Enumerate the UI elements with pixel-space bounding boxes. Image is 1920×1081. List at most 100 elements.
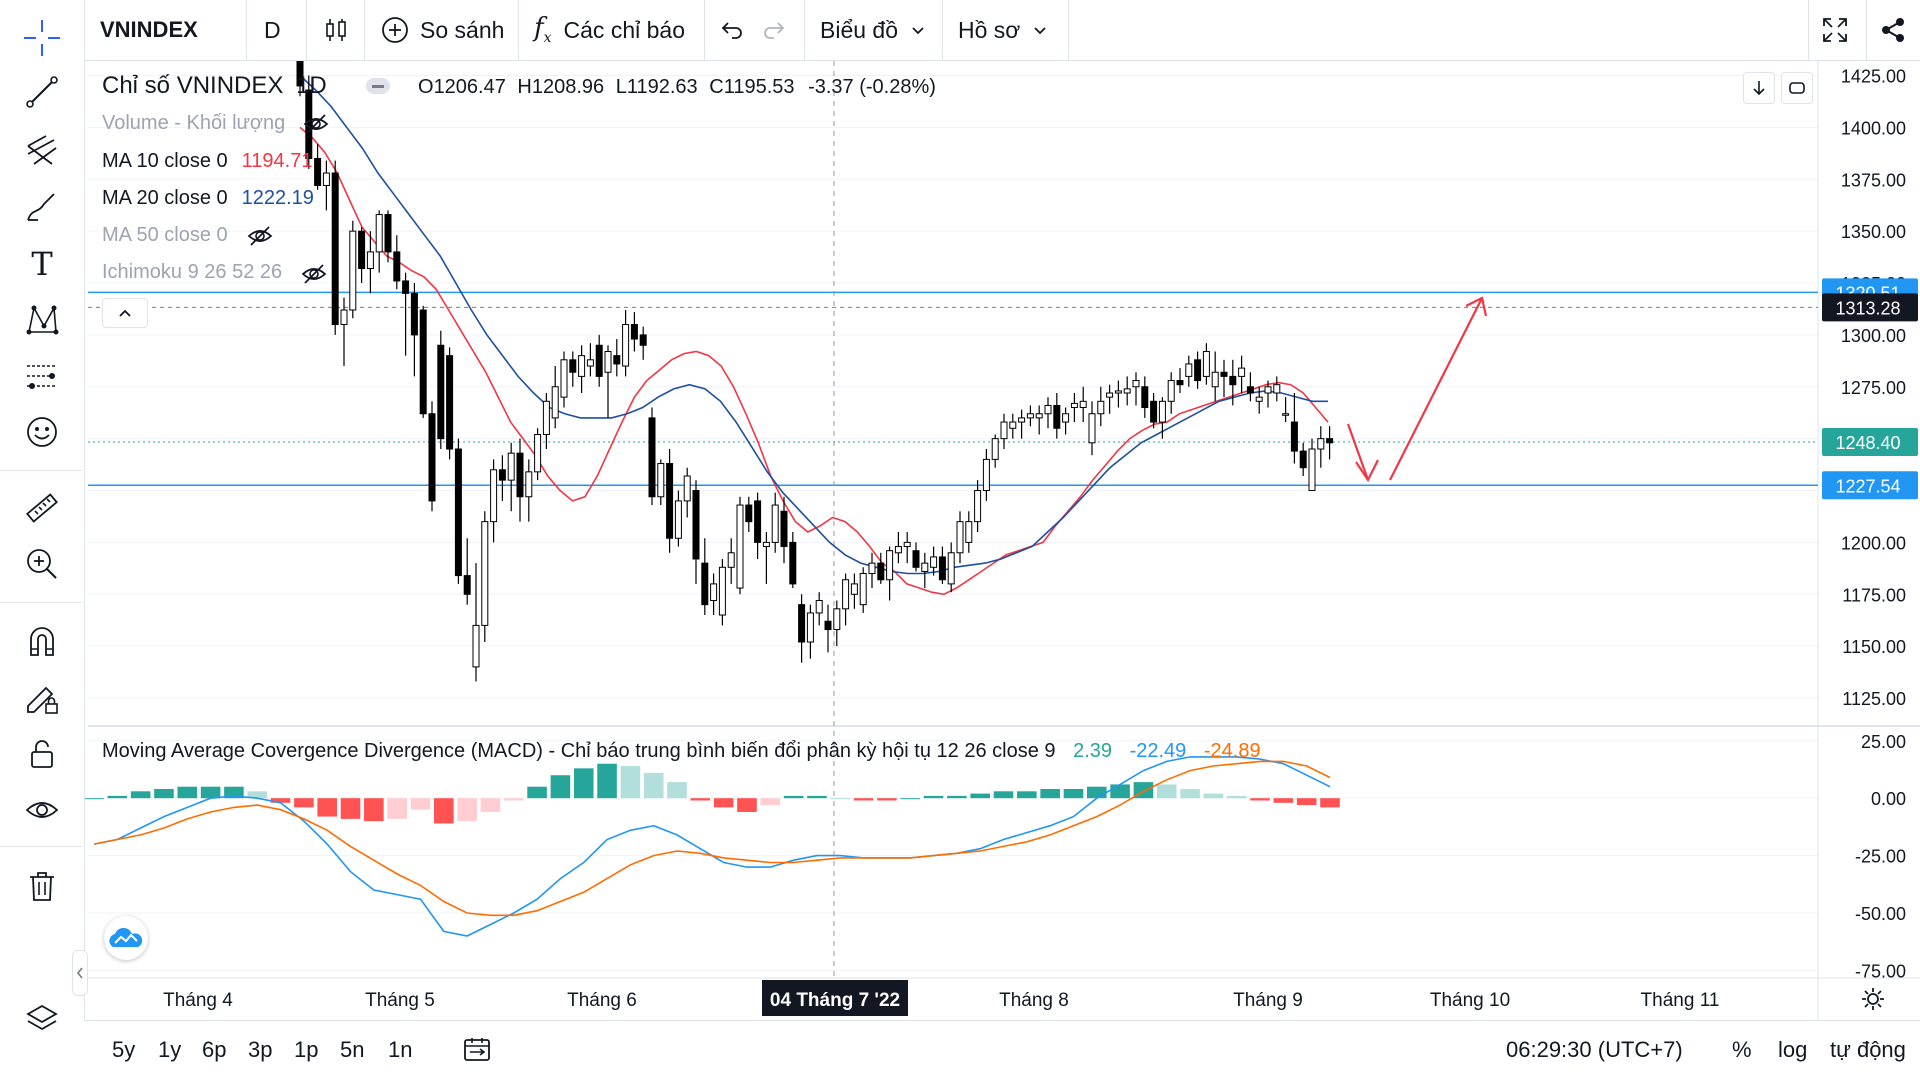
auto-toggle[interactable]: tự động bbox=[1830, 1030, 1906, 1070]
range-button-1n[interactable]: 1n bbox=[388, 1030, 412, 1070]
candle bbox=[1246, 372, 1254, 402]
undo-button[interactable] bbox=[718, 0, 746, 60]
eye-off-icon[interactable] bbox=[302, 112, 330, 136]
range-button-5y[interactable]: 5y bbox=[112, 1030, 135, 1070]
collapse-toolbar-button[interactable] bbox=[72, 950, 88, 996]
compare-button[interactable]: So sánh bbox=[380, 0, 504, 60]
badge-bg bbox=[1822, 427, 1918, 456]
candle bbox=[1326, 426, 1334, 460]
candle-body bbox=[1220, 371, 1228, 377]
pattern-tool[interactable] bbox=[20, 298, 64, 342]
reset-chart-button[interactable] bbox=[1781, 72, 1813, 104]
chart-menu-button[interactable]: Biểu đồ bbox=[820, 0, 928, 60]
candle-body bbox=[1317, 438, 1325, 450]
candle-body bbox=[384, 214, 392, 253]
range-button-5n[interactable]: 5n bbox=[340, 1030, 364, 1070]
measure-tool[interactable] bbox=[20, 486, 64, 530]
grid-lines bbox=[88, 61, 1920, 1020]
indicators-button[interactable]: fx Các chỉ báo bbox=[534, 0, 685, 60]
volume-legend[interactable]: Volume - Khối lượng bbox=[102, 112, 285, 135]
range-button-6p[interactable]: 6p bbox=[202, 1030, 226, 1070]
candle-body bbox=[1035, 413, 1043, 419]
candle-body bbox=[903, 541, 911, 548]
remove-drawings-tool[interactable] bbox=[20, 864, 64, 908]
range-button-3p[interactable]: 3p bbox=[248, 1030, 272, 1070]
candle-body bbox=[481, 521, 489, 626]
logo[interactable] bbox=[104, 916, 148, 960]
macd-histogram-bar bbox=[107, 795, 128, 799]
candle-body bbox=[859, 573, 867, 606]
candle bbox=[1000, 413, 1008, 450]
candle bbox=[868, 552, 876, 589]
arrow-head bbox=[1465, 296, 1488, 317]
symbol-legend[interactable]: Chỉ số VNINDEX 1D bbox=[102, 72, 327, 100]
gear-icon bbox=[1862, 988, 1884, 1010]
interval-button[interactable]: D bbox=[264, 0, 281, 60]
chevron-down-icon bbox=[1034, 27, 1047, 35]
forecast-tool[interactable] bbox=[20, 354, 64, 398]
candle-body bbox=[701, 562, 709, 606]
candle-body bbox=[657, 463, 665, 498]
ma10-legend[interactable]: MA 10 close 0 1194.71 bbox=[102, 150, 312, 173]
candle-body bbox=[393, 251, 401, 282]
magnet-tool[interactable] bbox=[20, 620, 64, 664]
candle-body bbox=[956, 521, 964, 554]
clock[interactable]: 06:29:30 (UTC+7) bbox=[1506, 1030, 1683, 1070]
ma20-legend[interactable]: MA 20 close 0 1222.19 bbox=[102, 187, 314, 210]
scroll-to-latest-button[interactable] bbox=[1743, 72, 1775, 104]
candle bbox=[745, 496, 753, 533]
candle bbox=[1229, 359, 1237, 406]
fullscreen-button[interactable] bbox=[1820, 0, 1850, 60]
hide-drawings-tool[interactable] bbox=[20, 788, 64, 832]
macd-tick-label: -25.00 bbox=[1855, 847, 1906, 867]
ichimoku-label: Ichimoku 9 26 52 26 bbox=[102, 261, 283, 283]
zoom-tool[interactable] bbox=[20, 542, 64, 586]
macd-histogram-bar bbox=[317, 798, 338, 817]
candle bbox=[666, 449, 674, 553]
trendline-tool[interactable] bbox=[20, 70, 64, 114]
ichimoku-legend[interactable]: Ichimoku 9 26 52 26 bbox=[102, 261, 282, 284]
macd-legend[interactable]: Moving Average Covergence Divergence (MA… bbox=[102, 740, 1261, 763]
stay-in-drawing-mode-tool[interactable] bbox=[20, 676, 64, 720]
macd-tick-label: -50.00 bbox=[1855, 904, 1906, 924]
range-button-1y[interactable]: 1y bbox=[158, 1030, 181, 1070]
price-tick-label: 1375.00 bbox=[1841, 170, 1906, 190]
price-tick-label: 1200.00 bbox=[1841, 533, 1906, 553]
log-toggle[interactable]: log bbox=[1778, 1030, 1807, 1070]
range-button-1p[interactable]: 1p bbox=[294, 1030, 318, 1070]
candle-body bbox=[314, 158, 322, 186]
legend-interval: 1D bbox=[296, 72, 327, 99]
brush-tool[interactable] bbox=[20, 186, 64, 230]
go-to-date-button[interactable] bbox=[462, 1030, 492, 1070]
profile-menu-button[interactable]: Hồ sơ bbox=[958, 0, 1050, 60]
collapse-legend-icon[interactable] bbox=[366, 78, 390, 94]
settings-button[interactable] bbox=[1858, 984, 1888, 1014]
eye-off-icon[interactable] bbox=[246, 224, 274, 248]
crosshair-tool[interactable] bbox=[20, 16, 64, 60]
lock-drawings-tool[interactable] bbox=[20, 732, 64, 776]
macd-histogram-bar bbox=[830, 798, 851, 800]
fib-tool[interactable] bbox=[20, 128, 64, 172]
candle-body bbox=[1079, 400, 1087, 409]
emoji-tool[interactable] bbox=[20, 410, 64, 454]
candle-body bbox=[938, 556, 946, 581]
price-tick-label: 1350.00 bbox=[1841, 222, 1906, 242]
candle-body bbox=[586, 359, 594, 367]
chart-style-button[interactable] bbox=[322, 0, 350, 60]
eye-off-icon[interactable] bbox=[300, 262, 328, 286]
ma50-legend[interactable]: MA 50 close 0 bbox=[102, 224, 228, 247]
share-button[interactable] bbox=[1878, 0, 1908, 60]
candle-body bbox=[296, 60, 304, 87]
candle-body bbox=[410, 292, 418, 336]
redo-button[interactable] bbox=[760, 0, 788, 60]
symbol-search-button[interactable]: VNINDEX bbox=[100, 0, 198, 60]
text-tool[interactable]: T bbox=[20, 242, 64, 286]
object-tree-button[interactable] bbox=[20, 998, 64, 1042]
candle bbox=[534, 428, 542, 481]
candle bbox=[1070, 393, 1078, 423]
candle-body bbox=[1141, 386, 1149, 409]
crosshair-time-label: 04 Tháng 7 '22 bbox=[762, 980, 908, 1016]
collapse-indicators-button[interactable] bbox=[102, 298, 148, 328]
percent-toggle[interactable]: % bbox=[1732, 1030, 1752, 1070]
